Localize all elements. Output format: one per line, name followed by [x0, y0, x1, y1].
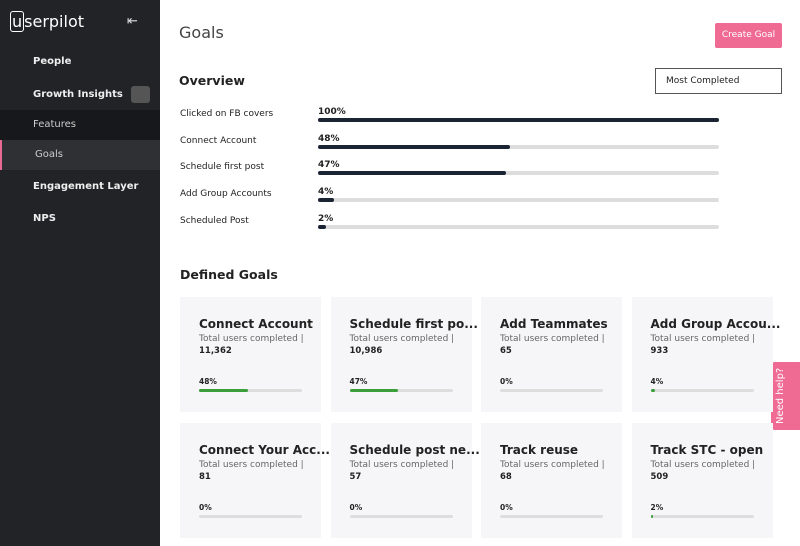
goal-card[interactable]: Add Teammates Total users completed | 65 0% — [481, 297, 622, 412]
goal-card[interactable]: Track STC - open Total users completed | 5… — [631, 423, 773, 538]
card-progress-bar — [650, 389, 655, 392]
defined-goals-title: Defined Goals — [180, 267, 278, 282]
card-subtitle: Total users completed | — [199, 460, 304, 470]
card-count: 57 — [349, 472, 362, 482]
card-subtitle: Total users completed | — [650, 334, 756, 344]
card-percent: 0% — [349, 503, 363, 512]
nav-goals[interactable]: Goals — [0, 140, 160, 170]
progress-bar — [318, 171, 507, 176]
card-progress-bar — [650, 515, 653, 518]
card-title: Connect Account — [199, 317, 313, 331]
card-count: 65 — [500, 346, 512, 356]
goal-card[interactable]: Track reuse Total users completed | 68 0% — [481, 423, 622, 538]
card-percent: 0% — [199, 503, 212, 512]
row-percent: 48% — [318, 133, 340, 144]
row-name: Connect Account — [180, 135, 257, 146]
row-percent: 4% — [318, 187, 334, 198]
goal-card[interactable]: Add Group Accou... Total users completed … — [631, 297, 780, 412]
card-progress-bar — [349, 389, 398, 392]
card-title: Schedule first po... — [349, 317, 478, 331]
card-title: Add Teammates — [500, 317, 608, 331]
card-count: 10,986 — [349, 346, 383, 356]
goal-card[interactable]: Connect Account Total users completed | 11… — [180, 297, 321, 412]
progress-track — [318, 171, 719, 176]
expand-toggle[interactable] — [131, 86, 150, 103]
row-percent: 47% — [318, 160, 340, 171]
card-progress-track — [650, 389, 754, 392]
card-subtitle: Total users completed | — [650, 460, 756, 470]
card-title: Track reuse — [500, 443, 579, 457]
sidebar: userpilot ⇤ People Growth Insights Featu… — [0, 0, 160, 546]
progress-bar — [318, 198, 335, 203]
card-progress-track — [500, 515, 603, 518]
card-progress-track — [349, 389, 453, 392]
sort-dropdown[interactable]: Most Completed — [655, 68, 782, 94]
card-percent: 48% — [199, 377, 217, 386]
card-percent: 0% — [500, 377, 513, 386]
card-count: 11,362 — [199, 346, 232, 356]
card-subtitle: Total users completed | — [349, 460, 455, 470]
card-count: 68 — [500, 472, 512, 482]
card-percent: 4% — [650, 377, 664, 386]
overview-title: Overview — [179, 73, 245, 88]
progress-bar — [318, 118, 719, 122]
progress-bar — [318, 144, 511, 149]
logo: userpilot — [12, 12, 85, 31]
card-count: 933 — [650, 346, 669, 356]
card-progress-track — [349, 515, 453, 518]
progress-track — [318, 118, 719, 122]
goal-card[interactable]: Schedule post ne... Total users completed… — [330, 423, 480, 538]
nav-features[interactable]: Features — [0, 110, 160, 140]
row-name: Add Group Accounts — [180, 189, 272, 200]
goal-card[interactable]: Connect Your Acc... Total users completed… — [180, 423, 330, 538]
card-progress-bar — [199, 389, 249, 392]
progress-bar — [318, 224, 327, 229]
card-count: 81 — [199, 472, 211, 482]
row-percent: 2% — [318, 213, 334, 224]
card-title: Connect Your Acc... — [199, 443, 330, 457]
card-title: Track STC - open — [650, 443, 764, 457]
row-name: Schedule first post — [180, 162, 265, 173]
row-name: Scheduled Post — [180, 215, 249, 226]
card-subtitle: Total users completed | — [500, 460, 605, 470]
card-subtitle: Total users completed | — [199, 334, 304, 344]
nav-growth-insights[interactable]: Growth Insights — [33, 89, 123, 100]
card-progress-track — [199, 515, 302, 518]
page-title: Goals — [179, 23, 224, 42]
collapse-icon[interactable]: ⇤ — [127, 14, 138, 29]
card-progress-track — [500, 389, 603, 392]
card-subtitle: Total users completed | — [349, 334, 455, 344]
row-name: Clicked on FB covers — [180, 109, 274, 119]
card-percent: 47% — [349, 377, 368, 386]
create-goal-button[interactable]: Create Goal — [715, 23, 782, 48]
card-count: 509 — [650, 472, 669, 482]
progress-track — [318, 224, 719, 229]
goal-card[interactable]: Schedule first po... Total users complete… — [330, 297, 478, 412]
card-percent: 2% — [650, 503, 664, 512]
card-progress-track — [650, 515, 754, 518]
card-subtitle: Total users completed | — [500, 334, 605, 344]
row-percent: 100% — [318, 107, 346, 117]
help-text: Need help? — [775, 367, 786, 424]
card-percent: 0% — [500, 503, 513, 512]
nav-people[interactable]: People — [33, 56, 72, 67]
nav-engagement-layer[interactable]: Engagement Layer — [33, 181, 139, 192]
progress-track — [318, 198, 719, 203]
nav-nps[interactable]: NPS — [33, 213, 56, 224]
card-title: Add Group Accou... — [650, 317, 781, 331]
card-progress-track — [199, 389, 302, 392]
card-title: Schedule post ne... — [349, 443, 480, 457]
help-tab[interactable]: Need help? — [771, 362, 800, 430]
progress-track — [318, 144, 719, 149]
